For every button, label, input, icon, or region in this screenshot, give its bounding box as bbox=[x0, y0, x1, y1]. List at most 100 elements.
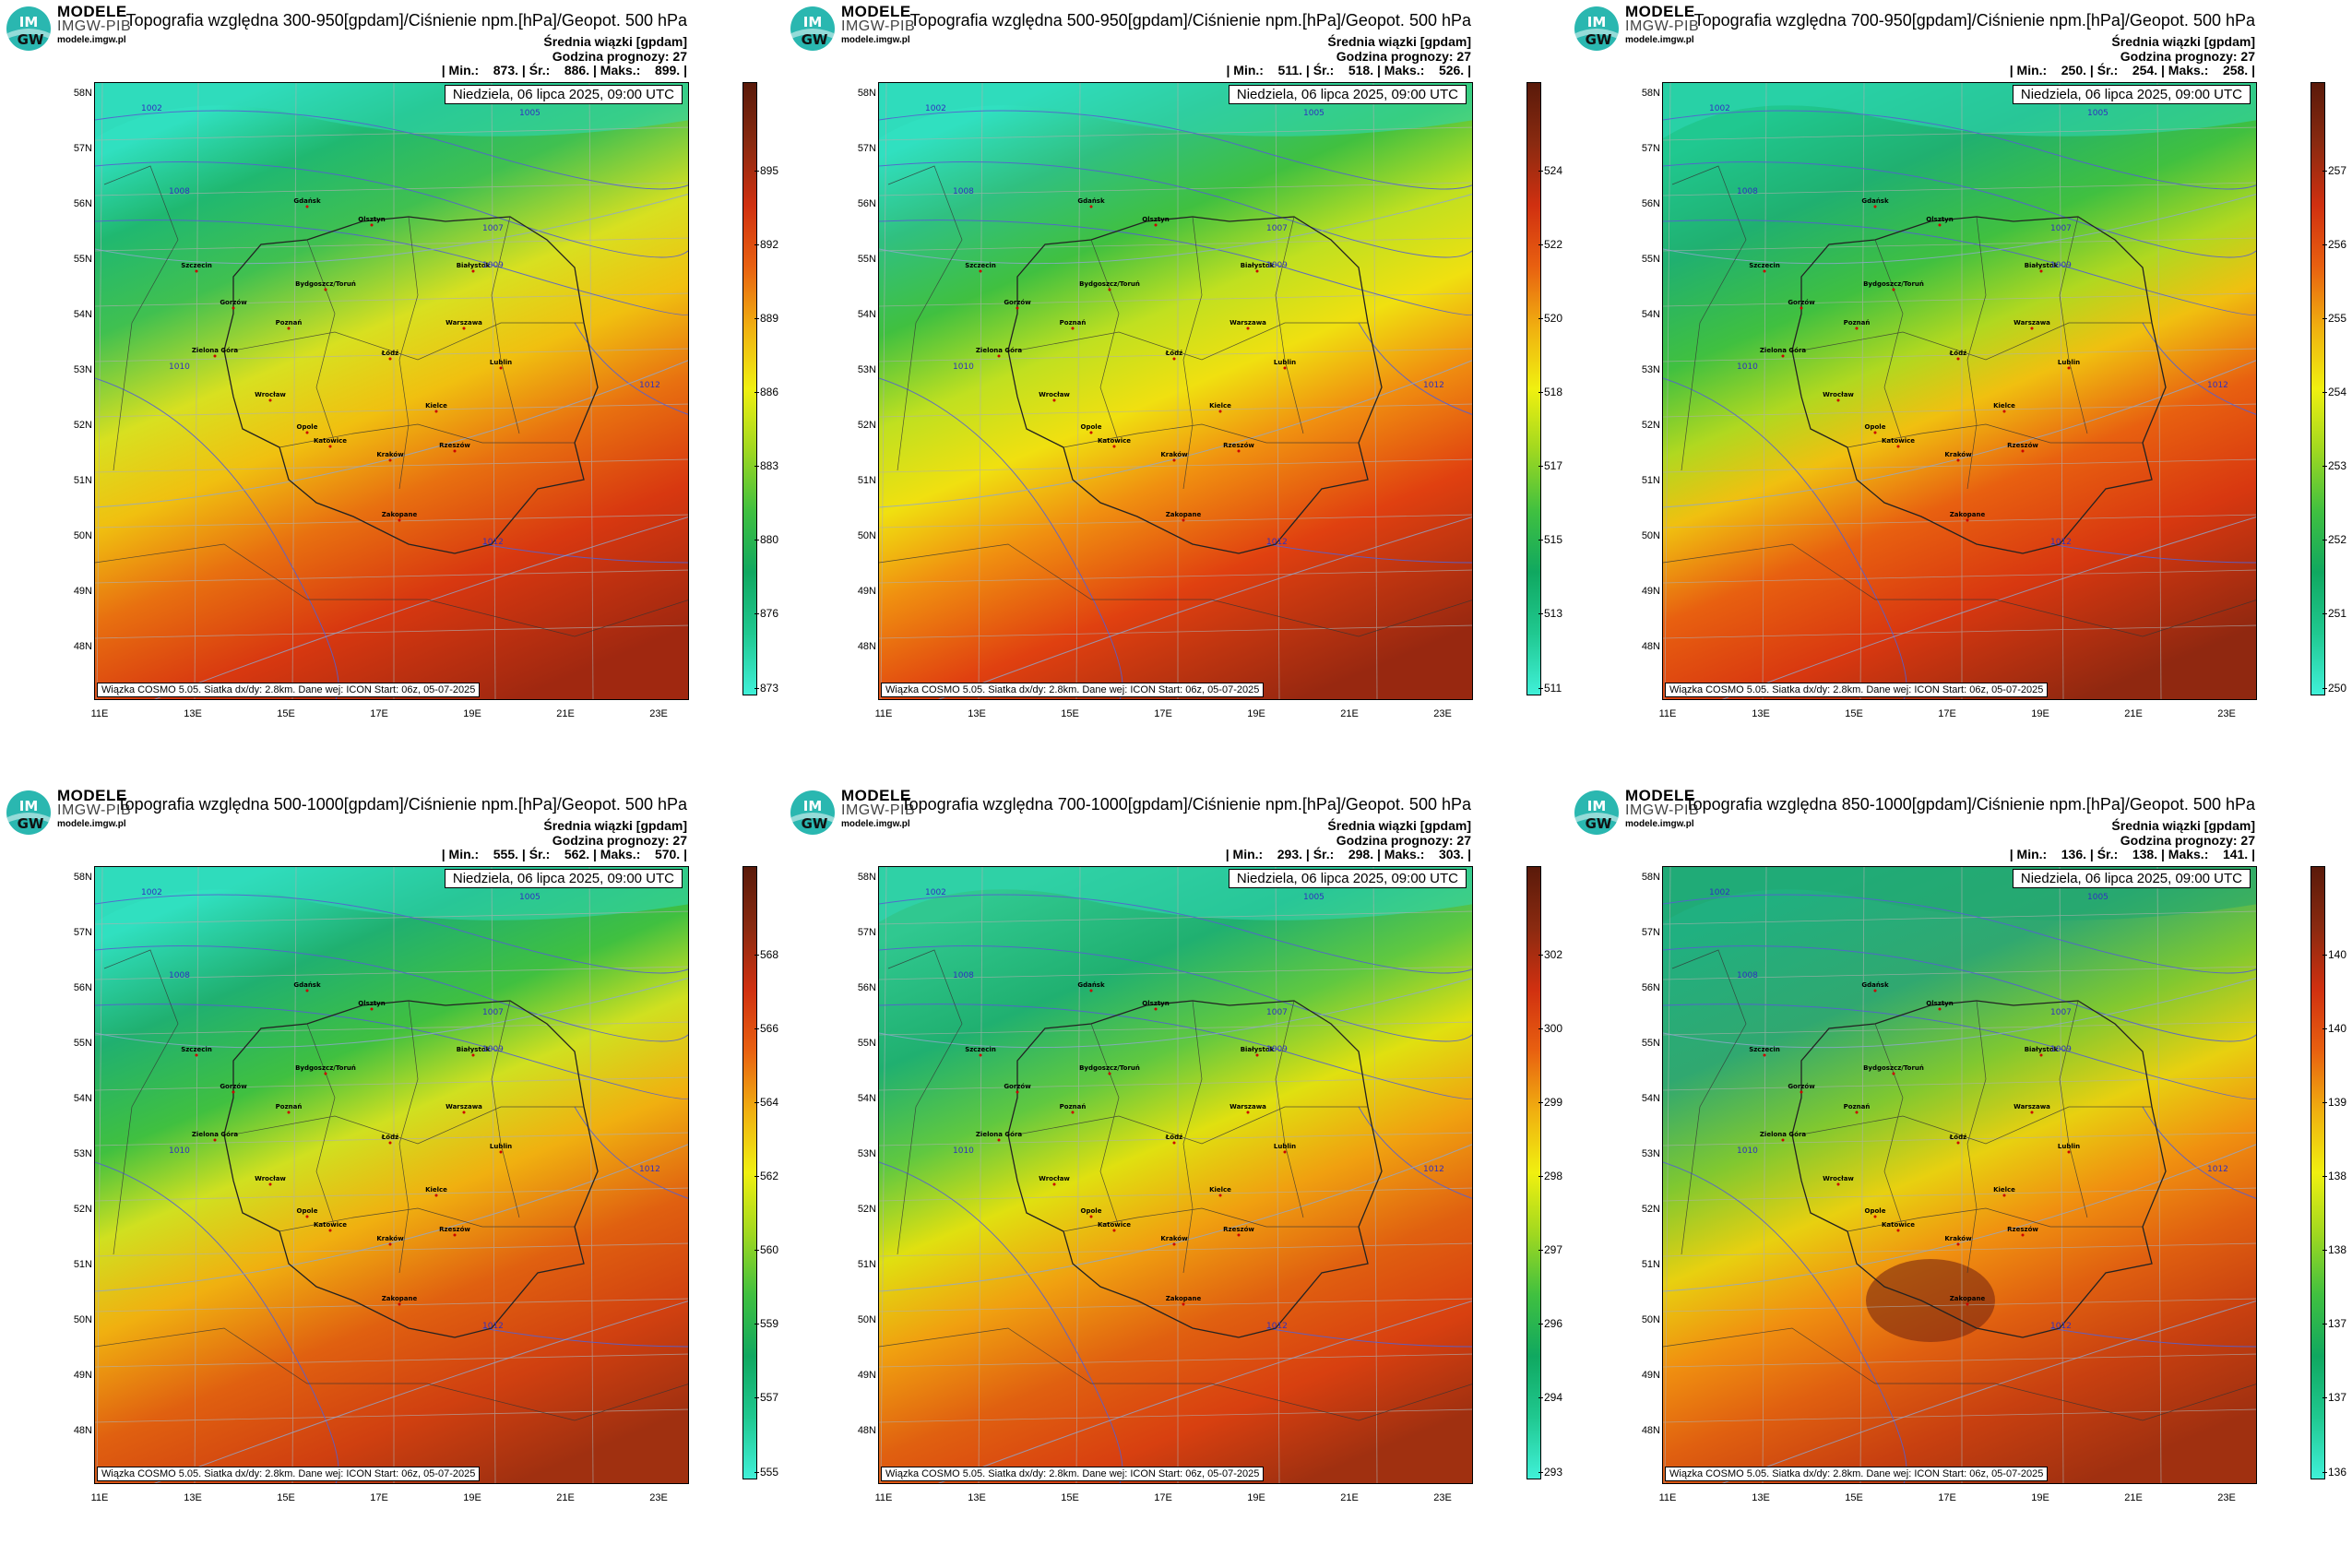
city-label: Wrocław bbox=[1823, 391, 1854, 398]
city-label: Kielce bbox=[1993, 1186, 2015, 1194]
city-label: Katowice bbox=[1882, 437, 1915, 445]
city-dot bbox=[2002, 1194, 2006, 1197]
city-dot bbox=[1182, 518, 1185, 522]
city-label: Katowice bbox=[314, 1221, 347, 1229]
city-dot bbox=[1172, 357, 1176, 361]
colorbar-tick: 300 bbox=[1538, 1022, 1563, 1035]
city-label: Lublin bbox=[1274, 1143, 1296, 1150]
isobar-label: 1010 bbox=[169, 1146, 190, 1156]
city-dot bbox=[1966, 1302, 1969, 1306]
isobar-label: 1012 bbox=[2207, 381, 2228, 390]
city-label: Białystok bbox=[457, 262, 491, 269]
model-info: Wiązka COSMO 5.05. Siatka dx/dy: 2.8km. … bbox=[97, 1467, 481, 1481]
isobar-label: 1010 bbox=[953, 1146, 974, 1156]
city-dot bbox=[268, 1182, 272, 1186]
isobar-label: 1012 bbox=[482, 1322, 504, 1331]
city-label: Łódź bbox=[381, 1134, 398, 1141]
valid-date: Niedziela, 06 lipca 2025, 09:00 UTC bbox=[2012, 85, 2251, 104]
city-dot bbox=[499, 366, 503, 370]
isobar-label: 1002 bbox=[141, 888, 162, 897]
brand-name: MODELE bbox=[57, 3, 127, 20]
valid-date: Niedziela, 06 lipca 2025, 09:00 UTC bbox=[2012, 869, 2251, 888]
stat-mean: 138. bbox=[2132, 847, 2158, 861]
city-label: Opole bbox=[297, 1207, 318, 1215]
lat-label: 50N bbox=[1641, 530, 1660, 541]
city-dot bbox=[434, 410, 438, 413]
city-label: Poznań bbox=[276, 1103, 303, 1111]
city-dot bbox=[1966, 518, 1969, 522]
city-dot bbox=[1800, 1090, 1803, 1094]
panel-title: Topografia względna 850-1000[gpdam]/Ciśn… bbox=[1684, 795, 2255, 814]
city-dot bbox=[1283, 366, 1287, 370]
colorbar-tick: 517 bbox=[1538, 459, 1563, 472]
colorbar-tick: 568 bbox=[754, 948, 779, 961]
city-dot bbox=[1089, 431, 1093, 434]
svg-text:GW: GW bbox=[802, 31, 828, 48]
subtitle-forecast-hour: Godzina prognozy: 27 bbox=[552, 833, 687, 848]
panel-title: Topografia względna 300-950[gpdam]/Ciśni… bbox=[125, 11, 687, 30]
field-map: Gdańsk Olsztyn Białystok Szczecin Bydgoszcz/… bbox=[1663, 867, 2256, 1483]
lat-label: 57N bbox=[857, 143, 876, 154]
city-label: Szczecin bbox=[965, 262, 996, 269]
lon-label: 23E bbox=[1433, 1492, 1452, 1503]
city-label: Rzeszów bbox=[1223, 1226, 1254, 1233]
isobar-label: 1009 bbox=[2050, 1045, 2072, 1054]
city-label: Kielce bbox=[425, 1186, 447, 1194]
lat-label: 52N bbox=[73, 420, 92, 431]
lat-label: 48N bbox=[1641, 1425, 1660, 1436]
lat-label: 51N bbox=[857, 475, 876, 486]
imgw-logo-icon: IM GW bbox=[790, 790, 835, 835]
city-dot bbox=[1154, 1007, 1158, 1011]
city-label: Zakopane bbox=[1166, 1295, 1202, 1302]
isobar-label: 1010 bbox=[1737, 362, 1758, 372]
lon-label: 11E bbox=[874, 708, 893, 719]
lat-label: 50N bbox=[857, 530, 876, 541]
lat-label: 58N bbox=[857, 872, 876, 883]
stat-max: 141. | bbox=[2222, 847, 2255, 861]
isobar-label: 1005 bbox=[519, 109, 540, 118]
colorbar-tick: 511 bbox=[1538, 682, 1562, 695]
city-label: Kraków bbox=[1944, 451, 1972, 458]
svg-text:GW: GW bbox=[18, 815, 44, 832]
isobar-label: 1005 bbox=[1303, 893, 1324, 902]
imgw-logo-icon: IM GW bbox=[1574, 790, 1619, 835]
lat-label: 55N bbox=[1641, 254, 1660, 265]
city-label: Rzeszów bbox=[439, 442, 470, 449]
city-dot bbox=[388, 458, 392, 462]
city-label: Gdańsk bbox=[293, 197, 321, 205]
panel-title: Topografia względna 700-1000[gpdam]/Ciśn… bbox=[900, 795, 1471, 814]
forecast-panel-6: IM GW MODELE IMGW-PIB modele.imgw.pl Top… bbox=[1568, 784, 2352, 1568]
lat-label: 54N bbox=[1641, 309, 1660, 320]
city-label: Łódź bbox=[1949, 350, 1966, 357]
city-label: Olsztyn bbox=[358, 1000, 386, 1007]
imgw-logo-icon: IM GW bbox=[790, 6, 835, 51]
stat-mean: 518. bbox=[1348, 63, 1374, 77]
lon-label: 19E bbox=[463, 1492, 481, 1503]
isobar-label: 1002 bbox=[925, 888, 946, 897]
brand-url: modele.imgw.pl bbox=[841, 35, 910, 45]
city-dot bbox=[388, 1242, 392, 1246]
city-dot bbox=[1255, 269, 1259, 273]
city-label: Kraków bbox=[1160, 1235, 1188, 1242]
city-label: Katowice bbox=[1098, 437, 1131, 445]
isobar-label: 1009 bbox=[2050, 261, 2072, 270]
stat-min: 250. bbox=[2061, 63, 2087, 77]
city-label: Olsztyn bbox=[1926, 216, 1954, 223]
field-map: Gdańsk Olsztyn Białystok Szczecin Bydgoszcz/… bbox=[1663, 83, 2256, 699]
lat-label: 55N bbox=[1641, 1038, 1660, 1049]
colorbar-tick: 254 bbox=[2322, 386, 2347, 398]
city-dot bbox=[1283, 1150, 1287, 1154]
city-dot bbox=[1016, 1090, 1019, 1094]
city-dot bbox=[1892, 1072, 1895, 1075]
forecast-panel-2: IM GW MODELE IMGW-PIB modele.imgw.pl Top… bbox=[784, 0, 1568, 784]
stats-line: | Min.: 136. | Śr.: 138. | Maks.: 141. | bbox=[2009, 847, 2255, 861]
subtitle-forecast-hour: Godzina prognozy: 27 bbox=[552, 49, 687, 64]
model-info: Wiązka COSMO 5.05. Siatka dx/dy: 2.8km. … bbox=[1665, 1467, 2049, 1481]
city-dot bbox=[1052, 398, 1056, 402]
colorbar-tick: 895 bbox=[754, 164, 779, 177]
city-label: Warszawa bbox=[2013, 319, 2050, 327]
subtitle-ensemble-mean: Średnia wiązki [gpdam] bbox=[543, 34, 687, 49]
colorbar-tick: 520 bbox=[1538, 312, 1563, 325]
map-area: Gdańsk Olsztyn Białystok Szczecin Bydgoszcz/… bbox=[878, 82, 1473, 700]
city-dot bbox=[1016, 306, 1019, 310]
